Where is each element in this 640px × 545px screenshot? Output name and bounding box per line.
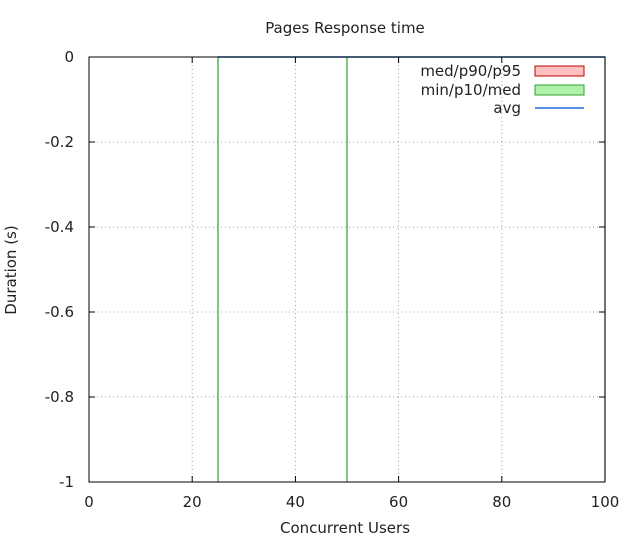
x-tick-label: 40: [286, 493, 305, 511]
x-tick-label: 0: [84, 493, 94, 511]
y-tick-label: -0.6: [45, 303, 74, 321]
legend-swatch: [534, 84, 585, 96]
chart-title: Pages Response time: [265, 19, 425, 37]
y-tick-label: -0.2: [45, 133, 74, 151]
grid: [89, 57, 605, 482]
legend-label: min/p10/med: [421, 81, 521, 99]
x-tick-label: 20: [183, 493, 202, 511]
y-axis-label: Duration (s): [2, 225, 20, 314]
y-tick-label: -1: [59, 473, 74, 491]
x-tick-label: 100: [591, 493, 620, 511]
ticks: 0 20 40 60 80 100 0 -0.2 -0.4 -0.6 -0.8 -1: [45, 48, 620, 511]
plot-frame: [88, 56, 606, 483]
legend-swatch: [534, 65, 585, 77]
y-tick-label: 0: [64, 48, 74, 66]
y-tick-label: -0.4: [45, 218, 74, 236]
y-tick-label: -0.8: [45, 388, 74, 406]
legend-label: avg: [493, 99, 521, 117]
legend-label: med/p90/p95: [420, 62, 521, 80]
x-tick-label: 80: [492, 493, 511, 511]
x-tick-label: 60: [389, 493, 408, 511]
x-axis-label: Concurrent Users: [280, 519, 410, 537]
